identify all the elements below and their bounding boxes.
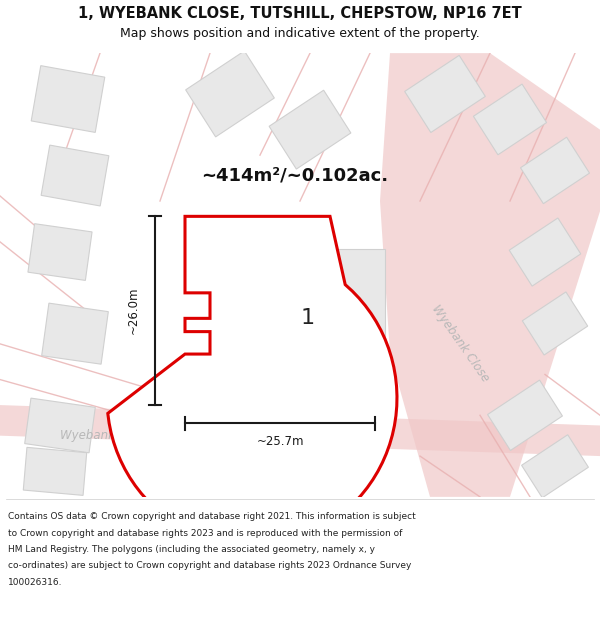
- Polygon shape: [488, 380, 562, 451]
- Text: HM Land Registry. The polygons (including the associated geometry, namely x, y: HM Land Registry. The polygons (includin…: [8, 545, 375, 554]
- Text: 1, WYEBANK CLOSE, TUTSHILL, CHEPSTOW, NP16 7ET: 1, WYEBANK CLOSE, TUTSHILL, CHEPSTOW, NP…: [78, 6, 522, 21]
- Polygon shape: [41, 145, 109, 206]
- Polygon shape: [28, 224, 92, 281]
- Polygon shape: [31, 66, 105, 132]
- Text: ~414m²/~0.102ac.: ~414m²/~0.102ac.: [202, 166, 389, 184]
- Text: ~25.7m: ~25.7m: [256, 435, 304, 448]
- Polygon shape: [380, 53, 600, 497]
- Polygon shape: [269, 90, 351, 169]
- Text: Wyebank Close: Wyebank Close: [428, 303, 491, 385]
- Text: to Crown copyright and database rights 2023 and is reproduced with the permissio: to Crown copyright and database rights 2…: [8, 529, 403, 538]
- Text: co-ordinates) are subject to Crown copyright and database rights 2023 Ordnance S: co-ordinates) are subject to Crown copyr…: [8, 561, 412, 571]
- Polygon shape: [404, 56, 485, 132]
- Polygon shape: [521, 435, 589, 498]
- Polygon shape: [0, 405, 600, 456]
- Polygon shape: [41, 303, 109, 364]
- Polygon shape: [473, 84, 547, 155]
- Text: 1: 1: [301, 308, 315, 328]
- Polygon shape: [23, 448, 87, 496]
- Polygon shape: [509, 218, 581, 286]
- Polygon shape: [275, 249, 385, 336]
- Polygon shape: [520, 138, 590, 204]
- Polygon shape: [25, 398, 95, 452]
- Text: Wyebank Place: Wyebank Place: [60, 429, 150, 442]
- Polygon shape: [185, 51, 274, 137]
- Text: ~26.0m: ~26.0m: [127, 287, 139, 334]
- Text: Contains OS data © Crown copyright and database right 2021. This information is : Contains OS data © Crown copyright and d…: [8, 512, 416, 521]
- Polygon shape: [108, 216, 397, 546]
- Text: 100026316.: 100026316.: [8, 578, 62, 587]
- Polygon shape: [523, 292, 587, 355]
- Text: Map shows position and indicative extent of the property.: Map shows position and indicative extent…: [120, 27, 480, 39]
